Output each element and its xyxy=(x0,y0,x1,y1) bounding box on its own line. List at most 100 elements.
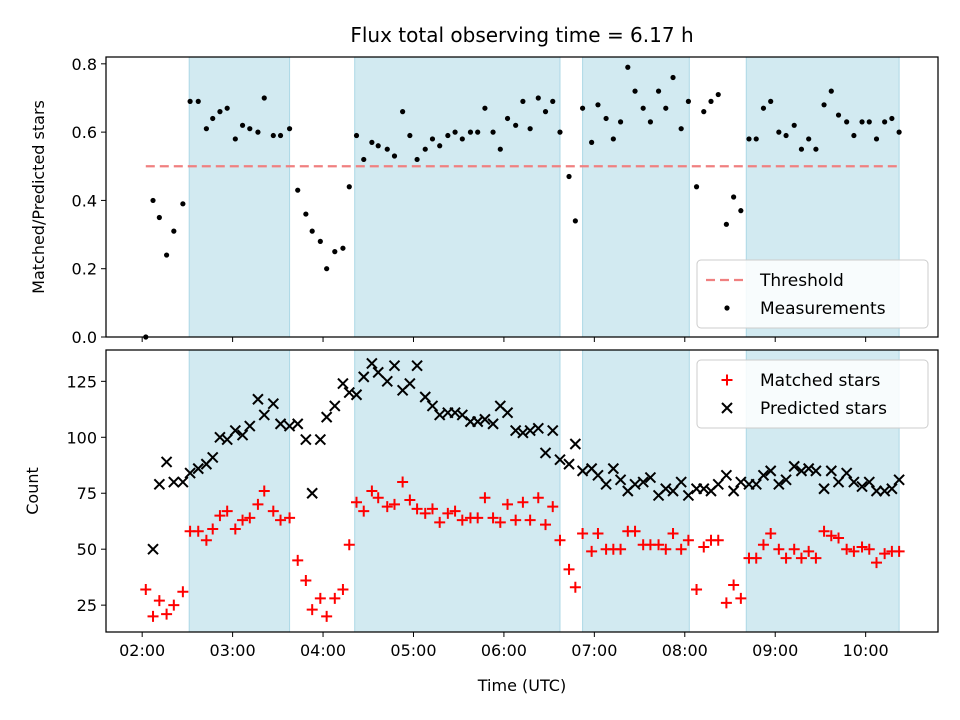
matched-star-point xyxy=(563,563,575,575)
matched-star-point xyxy=(456,514,468,526)
predicted-star-point xyxy=(207,451,219,464)
matched-star-point xyxy=(404,494,416,506)
matched-star-point xyxy=(306,604,318,616)
measurement-point xyxy=(520,98,526,104)
measurement-point xyxy=(156,214,162,221)
legend-marker-swatch xyxy=(724,305,730,311)
matched-star-point xyxy=(192,525,204,537)
matched-star-point xyxy=(810,552,822,564)
predicted-star-point xyxy=(192,462,204,475)
ratio-panel: 0.00.20.40.60.8 Matched/Predicted stars … xyxy=(29,55,939,347)
measurement-point xyxy=(768,98,774,104)
predicted-star-point xyxy=(878,485,891,497)
count-marks xyxy=(140,357,905,622)
legend-entry-label: Predicted stars xyxy=(760,399,887,419)
matched-star-point xyxy=(653,539,665,551)
predicted-star-point xyxy=(539,447,552,459)
count-panel: 02:00 03:00 04:00 05:00 06:00 07:00 08:00 09:00… xyxy=(23,349,939,660)
matched-star-point xyxy=(615,543,627,555)
count-axes-frame xyxy=(105,349,939,633)
measurement-point xyxy=(806,136,812,142)
matched-star-point xyxy=(397,476,409,488)
legend-box xyxy=(696,259,929,329)
measurement-point xyxy=(625,64,631,70)
measurement-point xyxy=(232,136,238,142)
measurement-point xyxy=(572,218,578,224)
predicted-star-point xyxy=(637,476,649,488)
matched-star-point xyxy=(735,592,747,604)
matched-star-point xyxy=(554,534,566,546)
matched-star-point xyxy=(300,575,312,587)
measurement-point xyxy=(655,88,662,94)
measurement-point xyxy=(429,136,436,142)
predicted-star-point xyxy=(160,456,173,468)
ratio-axis-ticks: 0.0 0.2 0.4 0.6 0.8 xyxy=(72,55,867,347)
predicted-star-point xyxy=(350,389,363,401)
y-tick-label: 50 xyxy=(77,540,97,559)
predicted-star-point xyxy=(337,377,349,390)
y-tick-label: 75 xyxy=(77,484,97,503)
matched-star-point xyxy=(366,485,378,497)
measurement-point xyxy=(400,109,406,115)
matched-star-point xyxy=(267,505,279,517)
predicted-star-point xyxy=(727,485,740,497)
x-tick-label: 04:00 xyxy=(300,641,346,660)
matched-star-point xyxy=(863,543,875,555)
matched-star-point xyxy=(825,530,837,542)
predicted-star-point xyxy=(426,400,439,412)
measurement-point xyxy=(715,91,721,98)
matched-star-point xyxy=(442,507,454,519)
measurement-point xyxy=(482,105,488,111)
predicted-star-point xyxy=(314,433,327,446)
matched-star-point xyxy=(728,579,740,591)
measurement-point xyxy=(535,95,541,101)
ratio-legend: Threshold Measurements xyxy=(696,259,929,329)
measurement-point xyxy=(896,129,902,135)
count-axis-ticks: 02:00 03:00 04:00 05:00 06:00 07:00 08:00 09:00… xyxy=(66,372,888,660)
measurement-point xyxy=(595,102,601,108)
measurement-point xyxy=(361,156,367,163)
matched-star-point xyxy=(667,528,679,540)
matched-star-point xyxy=(449,505,461,517)
x-tick-label: 08:00 xyxy=(662,641,708,660)
y-tick-label: 0.2 xyxy=(72,260,97,279)
measurement-point xyxy=(738,208,744,214)
matched-star-point xyxy=(381,501,393,513)
measurement-point xyxy=(332,249,338,255)
observing-window-band xyxy=(354,56,561,338)
measurement-point xyxy=(678,126,684,132)
matched-star-point xyxy=(569,581,581,593)
measurement-point xyxy=(708,98,714,104)
matched-star-point xyxy=(517,496,529,508)
predicted-star-point xyxy=(517,427,529,439)
predicted-star-point xyxy=(292,418,304,430)
predicted-star-point xyxy=(682,489,695,502)
x-tick-label: 07:00 xyxy=(571,641,617,660)
legend-marker-swatch xyxy=(721,402,733,414)
predicted-star-point xyxy=(712,478,724,490)
predicted-star-point xyxy=(592,469,604,482)
measurement-point xyxy=(437,143,443,149)
measurement-point xyxy=(171,228,177,234)
measurement-point xyxy=(670,74,676,81)
predicted-star-point xyxy=(795,465,808,477)
measurement-point xyxy=(731,194,737,200)
measurement-point xyxy=(475,129,481,135)
matched-star-point xyxy=(773,543,785,555)
measurement-point xyxy=(217,109,223,115)
matched-star-point xyxy=(803,545,815,557)
matched-star-point xyxy=(275,514,287,526)
matched-star-point xyxy=(629,525,641,537)
legend-entry-label: Matched stars xyxy=(760,371,880,391)
matched-star-point xyxy=(682,534,694,546)
measurement-point xyxy=(835,112,842,118)
measurement-point xyxy=(353,132,360,139)
measurement-point xyxy=(589,139,595,145)
matched-star-point xyxy=(856,541,868,553)
predicted-star-point xyxy=(168,476,180,488)
measurement-point xyxy=(452,129,458,135)
matched-star-point xyxy=(524,514,536,526)
measurement-point xyxy=(247,126,253,132)
measurement-point xyxy=(647,119,654,125)
predicted-star-point xyxy=(802,462,815,475)
